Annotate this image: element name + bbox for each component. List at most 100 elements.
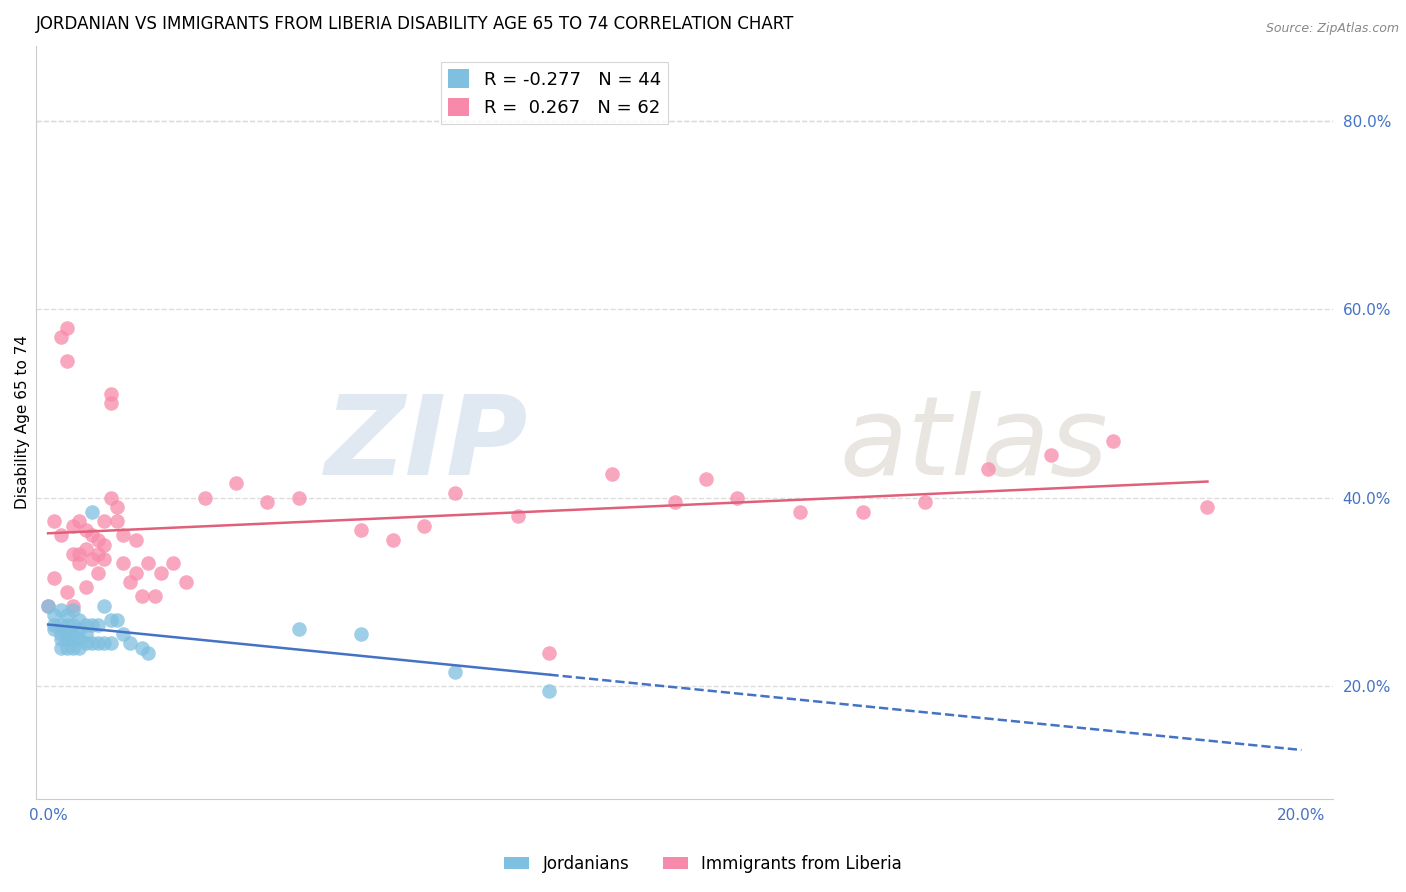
Legend: R = -0.277   N = 44, R =  0.267   N = 62: R = -0.277 N = 44, R = 0.267 N = 62	[440, 62, 668, 124]
Point	[118, 636, 141, 650]
Point	[62, 627, 84, 641]
Point	[664, 495, 686, 509]
Point	[538, 646, 561, 660]
Point	[149, 566, 172, 580]
Point	[600, 467, 623, 481]
Point	[49, 617, 72, 632]
Point	[138, 557, 160, 571]
Point	[67, 514, 90, 528]
Point	[112, 528, 135, 542]
Point	[67, 613, 90, 627]
Point	[93, 538, 115, 552]
Point	[44, 514, 66, 528]
Point	[87, 566, 110, 580]
Point	[56, 632, 79, 646]
Point	[131, 590, 153, 604]
Point	[87, 547, 110, 561]
Point	[37, 599, 59, 613]
Point	[350, 524, 373, 538]
Point	[49, 330, 72, 344]
Point	[914, 495, 936, 509]
Point	[62, 603, 84, 617]
Point	[93, 551, 115, 566]
Point	[112, 557, 135, 571]
Point	[100, 387, 122, 401]
Text: JORDANIAN VS IMMIGRANTS FROM LIBERIA DISABILITY AGE 65 TO 74 CORRELATION CHART: JORDANIAN VS IMMIGRANTS FROM LIBERIA DIS…	[35, 15, 794, 33]
Point	[62, 617, 84, 632]
Point	[80, 617, 103, 632]
Point	[80, 636, 103, 650]
Point	[62, 641, 84, 656]
Text: atlas: atlas	[839, 392, 1108, 499]
Point	[87, 617, 110, 632]
Point	[67, 623, 90, 637]
Point	[67, 547, 90, 561]
Point	[695, 472, 717, 486]
Point	[67, 632, 90, 646]
Point	[75, 636, 97, 650]
Point	[100, 613, 122, 627]
Point	[1102, 434, 1125, 448]
Point	[56, 608, 79, 623]
Point	[80, 528, 103, 542]
Point	[75, 542, 97, 557]
Point	[62, 632, 84, 646]
Point	[44, 623, 66, 637]
Point	[49, 632, 72, 646]
Point	[506, 509, 529, 524]
Point	[977, 462, 1000, 476]
Point	[75, 617, 97, 632]
Point	[56, 641, 79, 656]
Point	[131, 641, 153, 656]
Point	[287, 491, 309, 505]
Point	[75, 524, 97, 538]
Point	[37, 599, 59, 613]
Point	[381, 533, 404, 547]
Point	[105, 500, 128, 514]
Point	[125, 566, 148, 580]
Point	[93, 636, 115, 650]
Point	[93, 599, 115, 613]
Point	[225, 476, 247, 491]
Point	[56, 321, 79, 335]
Point	[105, 514, 128, 528]
Point	[100, 491, 122, 505]
Point	[1039, 448, 1062, 462]
Point	[87, 636, 110, 650]
Point	[56, 354, 79, 368]
Text: ZIP: ZIP	[325, 392, 529, 499]
Point	[67, 641, 90, 656]
Y-axis label: Disability Age 65 to 74: Disability Age 65 to 74	[15, 335, 30, 509]
Point	[350, 627, 373, 641]
Point	[538, 683, 561, 698]
Point	[852, 505, 875, 519]
Point	[444, 665, 467, 679]
Point	[725, 491, 748, 505]
Point	[1197, 500, 1219, 514]
Point	[56, 584, 79, 599]
Point	[44, 570, 66, 584]
Point	[100, 636, 122, 650]
Point	[174, 575, 197, 590]
Point	[62, 599, 84, 613]
Point	[49, 627, 72, 641]
Point	[80, 551, 103, 566]
Point	[87, 533, 110, 547]
Point	[80, 505, 103, 519]
Point	[444, 485, 467, 500]
Point	[56, 617, 79, 632]
Point	[56, 627, 79, 641]
Point	[143, 590, 166, 604]
Point	[413, 518, 436, 533]
Point	[138, 646, 160, 660]
Legend: Jordanians, Immigrants from Liberia: Jordanians, Immigrants from Liberia	[498, 848, 908, 880]
Point	[49, 603, 72, 617]
Point	[105, 613, 128, 627]
Point	[62, 518, 84, 533]
Point	[44, 617, 66, 632]
Point	[287, 623, 309, 637]
Point	[49, 641, 72, 656]
Point	[194, 491, 217, 505]
Point	[789, 505, 811, 519]
Point	[62, 547, 84, 561]
